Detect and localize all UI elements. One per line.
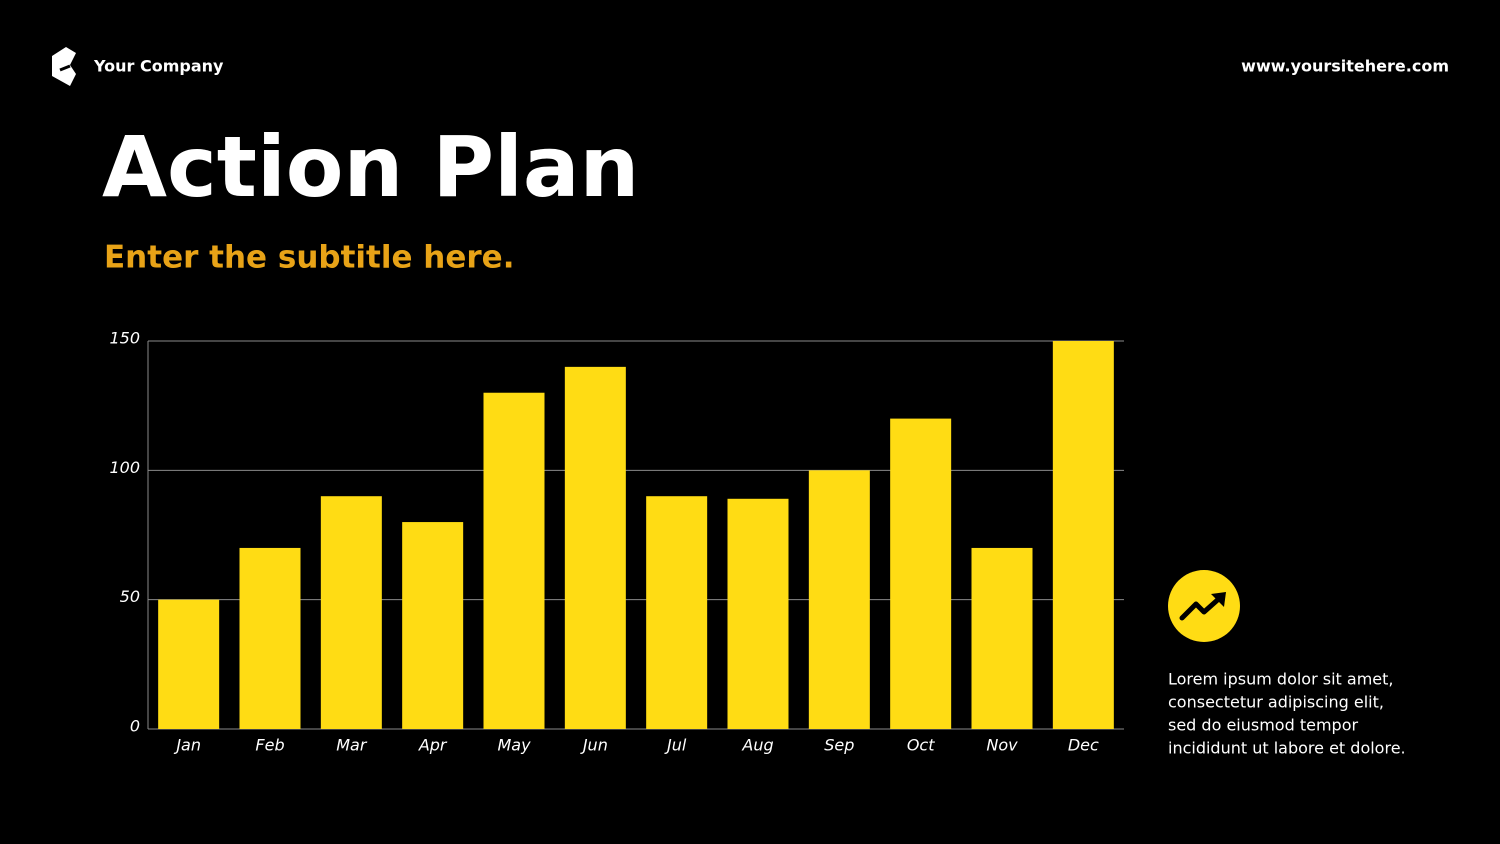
company-name: Your Company	[93, 57, 224, 76]
x-tick-label: Oct	[907, 736, 935, 755]
bar	[646, 496, 708, 729]
logo	[52, 47, 76, 86]
bar	[320, 496, 382, 729]
x-tick-label: Dec	[1068, 736, 1099, 755]
bar	[158, 599, 220, 729]
y-tick-label: 100	[109, 458, 140, 477]
x-tick-label: Feb	[255, 736, 284, 755]
bar	[808, 470, 870, 729]
chart-subtitle: Enter the subtitle here.	[104, 240, 514, 276]
note-line: sed do eiusmod tempor	[1168, 716, 1358, 735]
website: www.yoursitehere.com	[1241, 57, 1449, 76]
x-tick-label: Jul	[664, 736, 687, 755]
x-tick-label: Jan	[173, 736, 201, 755]
x-tick-label: Jun	[580, 736, 608, 755]
bar	[890, 418, 952, 729]
x-tick-label: May	[497, 736, 531, 755]
bar	[971, 547, 1033, 729]
note-line: incididunt ut labore et dolore.	[1168, 739, 1406, 758]
bar	[402, 522, 464, 729]
y-tick-label: 0	[130, 717, 140, 736]
y-tick-label: 50	[120, 587, 140, 606]
bar	[727, 498, 789, 729]
x-tick-label: Mar	[336, 736, 368, 755]
bar	[239, 547, 301, 729]
note-line: Lorem ipsum dolor sit amet,	[1168, 670, 1394, 689]
x-tick-label: Sep	[824, 736, 854, 755]
bar	[483, 392, 545, 729]
chart-title: Action Plan	[102, 118, 639, 216]
bar	[564, 366, 626, 729]
x-tick-label: Aug	[741, 736, 773, 755]
x-tick-label: Nov	[986, 736, 1018, 755]
bar	[1052, 341, 1114, 729]
trend-icon	[1168, 570, 1240, 642]
x-tick-label: Apr	[418, 736, 448, 755]
note: Lorem ipsum dolor sit amet, consectetur a…	[1168, 670, 1406, 758]
note-line: consectetur adipiscing elit,	[1168, 693, 1384, 712]
y-tick-label: 150	[109, 329, 140, 348]
